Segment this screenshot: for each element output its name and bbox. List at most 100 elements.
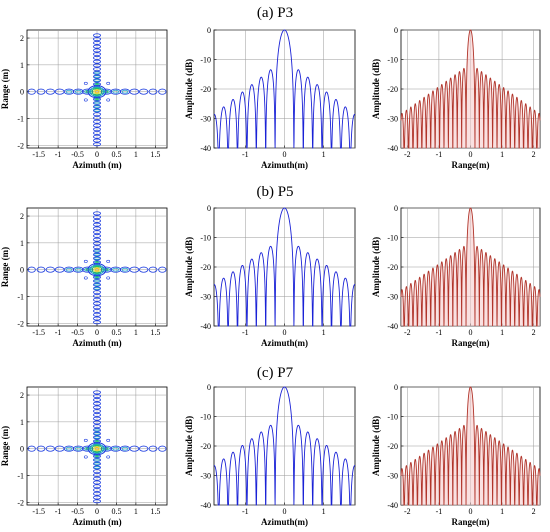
a-contour-lobe-v-inner bbox=[94, 71, 100, 75]
c-contour-lobe-h bbox=[148, 445, 158, 452]
b-azimuth-xtick-label: 0 bbox=[283, 328, 287, 337]
b-contour-lobe-v-core bbox=[95, 261, 99, 264]
b-contour-lobe-v bbox=[93, 237, 102, 242]
c-contour-lobe-v-inner bbox=[94, 466, 100, 469]
c-contour-lobe-v bbox=[93, 480, 102, 485]
a-contour-lobe-v bbox=[93, 104, 102, 109]
a-range-ytick-label: -20 bbox=[387, 85, 398, 94]
c-range-ytick-label: -40 bbox=[387, 501, 398, 510]
b-contour-lobe-h bbox=[139, 266, 149, 273]
b-contour-lobe-v bbox=[93, 320, 102, 325]
b-range-xtick-label: 1 bbox=[500, 328, 504, 337]
b-contour-lobe-diag bbox=[106, 259, 111, 263]
c-range-ytick-label: 0 bbox=[394, 383, 398, 392]
b-contour-lobe-v bbox=[93, 245, 102, 250]
a-azimuth-xlabel: Azimuth(m) bbox=[261, 160, 308, 170]
a-contour-lobe-v-inner bbox=[94, 101, 100, 105]
c-contour-mainlobe-ring bbox=[94, 446, 100, 451]
b-contour-lobe-diag bbox=[83, 276, 88, 280]
a-range-ytick-label: 0 bbox=[394, 26, 398, 35]
b-azimuth-xlabel: Azimuth(m) bbox=[261, 338, 308, 348]
b-contour-ylabel: Range (m) bbox=[0, 247, 10, 287]
c-contour-lobe-v bbox=[93, 420, 102, 425]
b-contour-mainlobe-ring bbox=[87, 263, 107, 277]
c-contour-xtick-label: 1.5 bbox=[150, 507, 160, 516]
c-contour-lobe-v bbox=[93, 397, 102, 402]
b-contour-mainlobe-ring bbox=[93, 266, 101, 273]
a-contour-lobe-diag bbox=[106, 81, 111, 85]
c-contour-lobe-v bbox=[93, 412, 102, 417]
a-azimuth-ytick-label: -20 bbox=[200, 85, 211, 94]
a-azimuth-xtick-label: 0 bbox=[283, 150, 287, 159]
a-contour-xtick-label: 1 bbox=[134, 150, 138, 159]
b-range-xtick-label: 2 bbox=[532, 328, 536, 337]
c-contour-lobe-v bbox=[93, 488, 102, 492]
b-azimuth-xtick-label: -1 bbox=[242, 328, 249, 337]
a-contour-lobe-v-inner bbox=[94, 82, 100, 86]
c-range-series-line bbox=[400, 386, 541, 506]
a-range-ylabel: Amplitude (dB) bbox=[371, 59, 381, 119]
a-contour-lobe-v bbox=[93, 70, 102, 75]
b-contour-ytick-label: 2 bbox=[20, 212, 24, 221]
c-contour-lobe-h bbox=[36, 445, 46, 452]
a-contour-lobe-h bbox=[100, 88, 112, 95]
a-range-xtick-label: -2 bbox=[404, 150, 411, 159]
b-contour-lobe-v bbox=[93, 286, 102, 291]
b-contour-xtick-label: 1.5 bbox=[150, 328, 160, 337]
c-azimuth-ytick-label: -40 bbox=[200, 501, 211, 510]
b-contour-ytick-label: 1 bbox=[20, 239, 24, 248]
a-contour-xtick-label: 0 bbox=[95, 150, 99, 159]
c-range-ylabel: Amplitude (dB) bbox=[371, 416, 381, 476]
a-contour-lobe-v bbox=[93, 127, 102, 132]
b-contour-lobe-v bbox=[93, 211, 102, 216]
a-contour-lobe-v bbox=[93, 33, 102, 38]
b-azimuth-xtick-label: 1 bbox=[322, 328, 326, 337]
a-contour-lobe-v-core bbox=[95, 98, 99, 101]
b-contour-lobe-v bbox=[93, 297, 102, 302]
c-contour-lobe-v bbox=[93, 435, 102, 440]
b-contour-lobe-v bbox=[93, 278, 102, 283]
a-contour-xlabel: Azimuth (m) bbox=[72, 160, 121, 170]
c-contour-lobe-v-inner bbox=[94, 458, 100, 462]
a-contour-lobe-h-inner bbox=[65, 89, 73, 94]
c-contour-lobe-v bbox=[93, 424, 102, 429]
c-azimuth-xtick-label: -1 bbox=[242, 507, 249, 516]
a-contour-lobe-v bbox=[93, 123, 102, 128]
c-contour-xtick-label: 0.5 bbox=[111, 507, 121, 516]
b-contour-lobe-h bbox=[27, 266, 36, 273]
b-azimuth-ytick-label: -10 bbox=[200, 234, 211, 243]
b-contour-lobe-v bbox=[93, 226, 102, 231]
c-contour-lobe-v-inner bbox=[94, 462, 100, 466]
a-contour-lobe-h bbox=[148, 88, 158, 95]
b-contour-lobe-v-inner bbox=[94, 287, 100, 290]
c-contour-lobe-h bbox=[110, 445, 122, 452]
a-contour-lobe-diag bbox=[106, 98, 111, 102]
b-contour-lobe-h bbox=[148, 266, 158, 273]
a-contour-lobe-v-inner bbox=[94, 79, 100, 82]
c-contour-ytick-label: -1 bbox=[17, 472, 24, 481]
a-contour-ytick-label: -2 bbox=[17, 141, 24, 150]
c-contour-lobe-v bbox=[93, 461, 102, 466]
a-contour-lobe-v bbox=[93, 37, 102, 42]
c-contour-ytick-label: 1 bbox=[20, 418, 24, 427]
c-contour-lobe-h bbox=[63, 445, 75, 452]
b-contour-lobe-h bbox=[100, 266, 112, 273]
a-contour-xtick-label: -1 bbox=[55, 150, 62, 159]
a-contour-lobe-v bbox=[93, 55, 102, 60]
b-azimuth-ytick-label: -40 bbox=[200, 322, 211, 331]
c-contour-ytick-label: 2 bbox=[20, 391, 24, 400]
c-contour-mainlobe-ring bbox=[87, 442, 107, 456]
a-contour-mainlobe-ring bbox=[87, 85, 107, 99]
c-contour-lobe-v bbox=[93, 484, 102, 489]
a-azimuth-ytick-label: -10 bbox=[200, 56, 211, 65]
a-contour-lobe-v bbox=[93, 74, 102, 79]
b-contour-lobe-v-inner bbox=[94, 249, 100, 253]
b-contour-mainlobe-ring bbox=[89, 264, 105, 275]
c-contour-lobe-v-inner bbox=[94, 454, 100, 458]
a-contour-mainlobe-ring bbox=[94, 89, 100, 94]
b-contour-lobe-h bbox=[129, 266, 140, 273]
b-contour-mainlobe-ring bbox=[91, 265, 103, 274]
